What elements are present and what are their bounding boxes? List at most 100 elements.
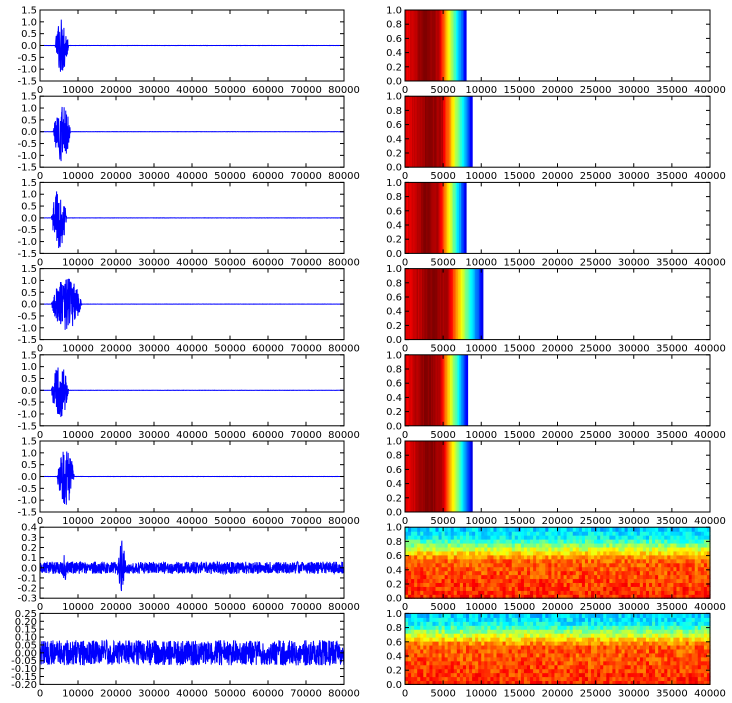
spectrogram-cell [670,656,674,662]
spectrogram-cell [409,441,412,512]
spectrogram-cell [655,633,659,638]
spectrogram-cell [533,664,537,670]
spectrogram-cell [444,668,449,674]
spectrogram-cell [514,621,519,626]
spectrogram-cell [655,558,659,564]
spectrogram-cell [685,625,690,630]
spectrogram-cell [438,574,443,580]
spectrogram-cell [612,656,617,662]
spectrogram-cell [487,594,491,599]
spectrogram-cell [441,354,444,426]
spectrogram-cell [493,546,498,552]
spectrogram-cell [478,625,482,630]
spectrogram-cell [484,648,488,654]
spectrogram-cell [417,594,421,599]
spectrogram-cell [499,527,504,532]
spectrogram-cell [429,652,434,658]
spectrogram-cell [694,582,699,587]
spectrogram-cell [420,546,424,552]
spectrogram-cell [505,641,510,646]
spectrogram-cell [447,96,450,168]
spectrogram-cell [468,96,471,168]
spectrogram-cell [496,578,501,584]
spectrogram-cell [441,578,446,584]
spectrogram-cell [417,660,421,666]
spectrogram-cell [408,652,412,658]
spectrogram-cell [615,586,620,591]
spectrogram-cell [462,441,464,512]
spectrogram-cell [597,535,601,540]
spectrogram-cell [409,10,411,81]
spectrogram-cell [475,625,479,630]
spectrogram-cell [424,96,426,168]
spectrogram-cell [661,672,665,678]
spectrogram-cell [597,562,601,568]
spectrogram-cell [459,441,462,512]
spectrogram-cell [517,574,522,580]
spectrogram-cell [405,546,409,552]
spectrogram-cell [418,10,420,81]
spectrogram-cell [609,621,613,626]
spectrogram-cell [584,586,589,591]
spectrogram-cell [450,535,455,540]
spectrogram-cell [612,672,617,678]
spectrogram-cell [505,586,510,591]
spectrogram-cell [563,527,568,532]
spectrogram-cell [685,546,690,552]
x-tick-label: 70000 [290,688,322,699]
spectrogram-cell [441,542,446,548]
spectrogram-cell [514,641,519,646]
spectrogram-cell [469,621,473,626]
spectrogram-cell [408,539,412,544]
spectrogram-cell [694,664,699,670]
spectrogram-cell [478,652,482,658]
spectrogram-cell [548,586,552,591]
spectrogram-cell [588,668,592,674]
spectrogram-cell [420,644,424,650]
spectrogram-cell [517,550,522,556]
spectrogram-cell [530,656,534,662]
spectrogram-cell [481,656,485,662]
spectrogram-cell [508,542,513,548]
spectrogram-cell [679,648,684,654]
spectrogram-cell [694,676,699,682]
spectrogram-cell [530,531,534,536]
spectrogram-cell [606,570,610,576]
spectrogram-cell [664,660,668,666]
spectrogram-cell [490,672,495,678]
spectrogram-cell [533,629,537,634]
x-tick-label: 20000 [542,430,574,441]
spectrogram-cell [688,676,693,682]
spectrogram-cell [694,668,699,674]
spectrogram-cell [429,578,434,584]
spectrogram-cell [438,590,443,595]
spectrogram-cell [408,664,412,670]
spectrogram-cell [493,621,498,626]
spectrogram-cell [435,566,440,572]
spectrogram-cell [405,621,409,626]
spectrogram-cell [676,594,681,599]
spectrogram-cell [496,672,501,678]
spectrogram-cell [405,652,409,658]
x-tick-label: 70000 [290,516,322,527]
spectrogram-cell [548,582,552,587]
spectrogram-cell [575,617,580,622]
spectrogram-cell [476,268,479,340]
spectrogram-cell [437,182,440,254]
spectrogram-cell [484,664,488,670]
spectrogram-cell [426,542,430,548]
spectrogram-cell [636,625,641,630]
spectrogram-cell [673,590,678,595]
spectrogram-cell [441,590,446,595]
spectrogram-cell [676,668,681,674]
spectrogram-cell [533,574,537,580]
spectrogram-cell [569,590,574,595]
spectrogram-cell [551,586,556,591]
spectrogram-cell [609,680,613,685]
spectrogram-cell [472,531,476,536]
spectrogram-cell [673,644,678,650]
spectrogram-cell [642,648,647,654]
spectrogram-cell [615,664,620,670]
subplot-waveform-7: 0 10000 20000 30000 40000 50000 60000 70000 8000… [17,523,359,614]
spectrogram-cell [408,621,412,626]
